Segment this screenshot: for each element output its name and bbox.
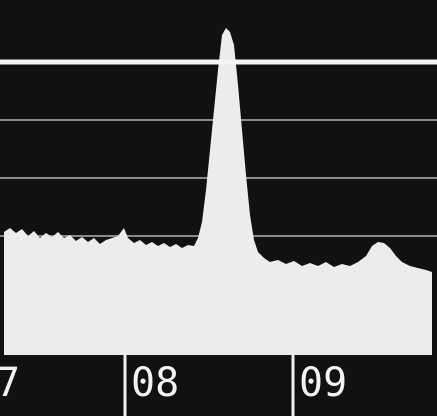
scope-display: 7 08 09 xyxy=(0,0,437,416)
marker-label: 08 xyxy=(131,360,179,406)
label-strip xyxy=(0,355,437,416)
marker-label: 7 xyxy=(0,360,20,406)
marker-label: 09 xyxy=(299,360,347,406)
